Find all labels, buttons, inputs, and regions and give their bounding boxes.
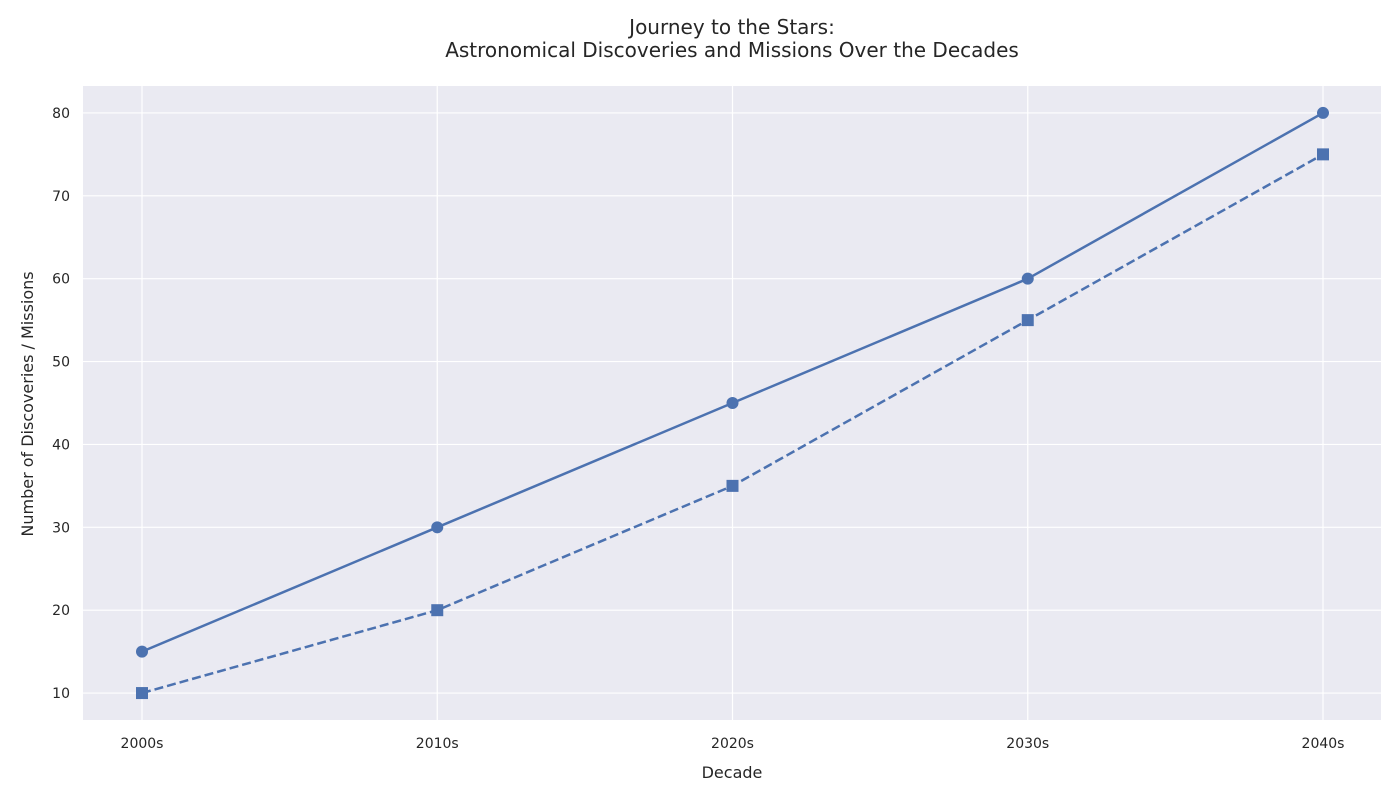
data-point-circle bbox=[1021, 272, 1034, 285]
tick-labels: 10 20 30 40 50 60 70 80 2000s 2010s 2020s 2030s 2040… bbox=[52, 106, 1344, 752]
data-point-circle bbox=[726, 397, 739, 409]
x-tick-label: 2030s bbox=[1006, 736, 1049, 752]
x-tick-label: 2040s bbox=[1302, 736, 1345, 752]
y-tick-label: 40 bbox=[52, 437, 70, 453]
y-axis-label: Number of Discoveries / Missions bbox=[18, 271, 37, 536]
x-tick-label: 2010s bbox=[416, 736, 459, 752]
data-point-square bbox=[1021, 314, 1034, 327]
chart-title-line-1: Journey to the Stars: bbox=[627, 15, 835, 39]
x-tick-label: 2000s bbox=[121, 736, 164, 752]
y-tick-label: 50 bbox=[52, 355, 70, 371]
y-tick-label: 60 bbox=[52, 272, 70, 288]
chart-title-line-2: Astronomical Discoveries and Missions Ov… bbox=[445, 38, 1019, 62]
x-axis-label: Decade bbox=[702, 763, 763, 782]
series-layer bbox=[136, 106, 1329, 700]
y-tick-label: 20 bbox=[52, 603, 70, 619]
y-tick-label: 30 bbox=[52, 520, 70, 536]
data-point-circle bbox=[136, 645, 148, 658]
x-tick-label: 2020s bbox=[711, 736, 754, 752]
data-point-square bbox=[1317, 148, 1329, 161]
data-point-circle bbox=[431, 521, 444, 534]
data-point-square bbox=[136, 687, 148, 700]
y-tick-label: 10 bbox=[52, 686, 70, 702]
data-point-circle bbox=[1317, 106, 1329, 119]
y-tick-label: 70 bbox=[52, 189, 70, 205]
data-point-square bbox=[431, 604, 444, 617]
data-point-square bbox=[726, 479, 739, 492]
y-tick-label: 80 bbox=[52, 106, 70, 122]
